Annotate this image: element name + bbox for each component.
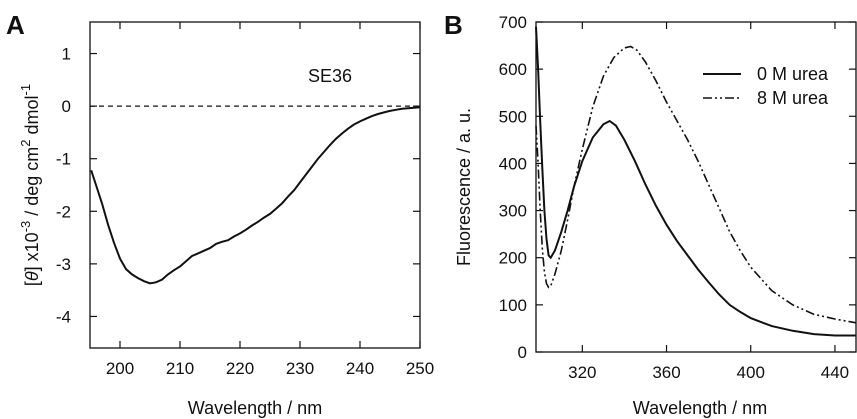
panel-a-annotation: SE36 [308,66,352,86]
y-label-part: dmol [22,95,42,139]
y-tick-label: -1 [56,150,71,169]
legend: 0 M urea 8 M urea [703,64,829,108]
panel-a-x-axis-label: Wavelength / nm [188,398,322,418]
y-label-superscript: -1 [18,84,33,96]
y-label-part: [ [22,281,42,286]
y-label-theta: θ [22,271,42,281]
panel-a-frame [89,21,421,349]
y-label-part: / deg cm [22,147,42,221]
x-tick-label: 320 [568,363,596,382]
panel-b-ticks: 320 360 400 440 0 100 200 300 400 500 600 700 [499,13,856,382]
x-tick-label: 400 [737,363,765,382]
panel-b-series-0m-urea-line [535,26,856,337]
x-tick-label: 250 [406,359,434,378]
y-tick-label: 500 [499,107,527,126]
y-tick-label: 100 [499,296,527,315]
x-tick-label: 240 [346,359,374,378]
x-tick-label: 440 [821,363,849,382]
x-tick-label: 360 [652,363,680,382]
x-tick-label: 220 [226,359,254,378]
panel-b-label: B [444,10,463,40]
y-tick-label: -3 [56,255,71,274]
panel-b-series-8m-urea-line [535,45,857,324]
legend-label-0m-urea: 0 M urea [757,64,829,84]
panel-b-x-axis-label: Wavelength / nm [633,398,767,418]
panel-a-y-axis-label: [θ] x10-3 / deg cm2 dmol-1 [18,84,42,286]
y-label-part: ] x10 [22,232,42,271]
y-tick-label: 0 [62,97,71,116]
x-tick-label: 210 [166,359,194,378]
panel-b-y-axis-label: Fluorescence / a. u. [454,108,474,266]
y-tick-label: 200 [499,249,527,268]
panel-b-frame [535,21,857,353]
y-tick-label: -4 [56,307,71,326]
y-tick-label: 400 [499,154,527,173]
y-label-superscript: -3 [18,221,33,233]
y-tick-label: 700 [499,13,527,32]
panel-a-ticks: 200 210 220 230 240 250 1 0 -1 -2 -3 -4 [56,22,434,378]
y-tick-label: 600 [499,60,527,79]
panel-a-cd-spectrum-line [90,106,421,285]
y-tick-label: -2 [56,202,71,221]
panel-b: B 320 360 400 440 0 100 200 300 400 500 600 700 0 M… [444,10,857,418]
x-tick-label: 200 [106,359,134,378]
y-label-superscript: 2 [18,139,33,146]
y-tick-label: 0 [518,343,527,362]
legend-label-8m-urea: 8 M urea [757,88,829,108]
panel-a-label: A [6,10,25,40]
y-tick-label: 1 [62,45,71,64]
y-tick-label: 300 [499,202,527,221]
panel-a: A 200 210 220 230 240 250 1 0 -1 -2 -3 -4 SE36 Wave… [6,10,434,418]
x-tick-label: 230 [286,359,314,378]
